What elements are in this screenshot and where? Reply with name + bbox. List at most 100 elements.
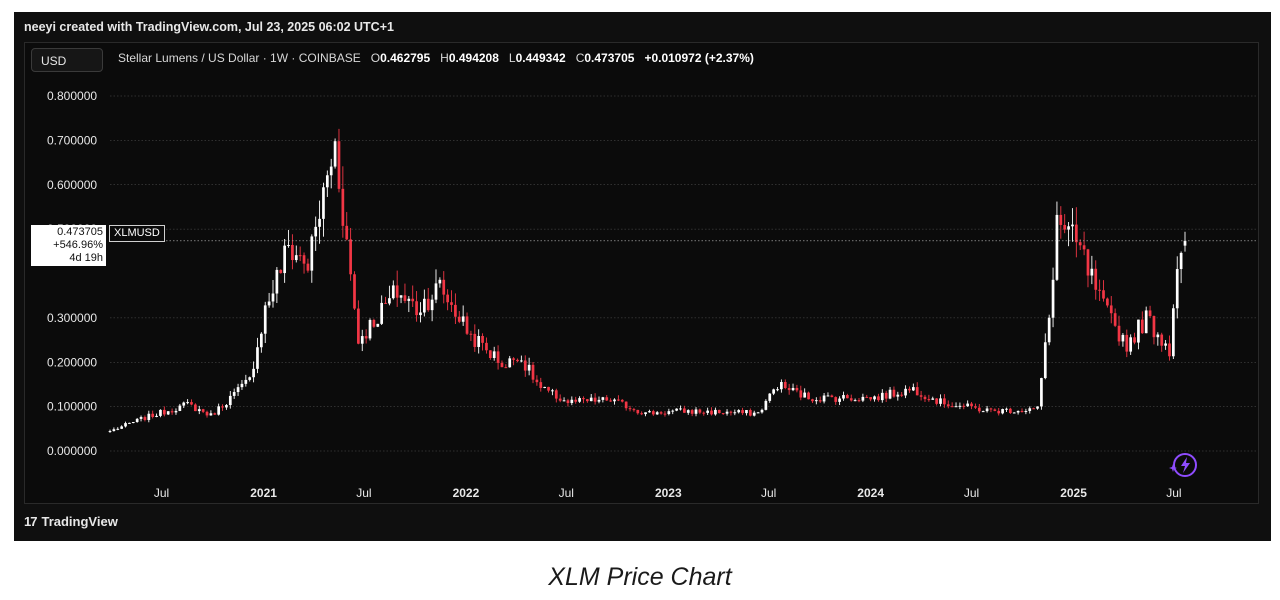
candle-body: [745, 410, 748, 414]
candle-body: [880, 392, 884, 401]
candle-body: [267, 301, 271, 306]
candle-body: [834, 397, 838, 402]
candle-body: [698, 409, 702, 413]
chart-caption: XLM Price Chart: [548, 563, 732, 591]
candle-body: [636, 409, 640, 414]
x-tick-label: 2021: [250, 486, 277, 500]
symbol-description: Stellar Lumens / US Dollar · 1W · COINBA…: [118, 51, 361, 65]
candle-body: [516, 359, 519, 362]
x-tick-label: Jul: [154, 486, 169, 500]
candle-body: [500, 362, 504, 368]
candle-body: [950, 406, 954, 408]
tradingview-logo-icon: 17: [24, 514, 38, 529]
candle-body: [1028, 408, 1032, 411]
candle-body: [454, 304, 457, 317]
price-chart[interactable]: 0.8000000.7000000.6000000.5000000.300000…: [25, 43, 1260, 505]
candle-body: [1005, 408, 1008, 410]
candle-body: [558, 398, 562, 401]
candle-body: [923, 396, 927, 400]
candle-body: [318, 218, 321, 227]
candle-body: [791, 387, 795, 391]
candle-body: [640, 413, 644, 415]
candle-body: [496, 351, 500, 363]
candle-body: [578, 398, 581, 402]
candle-body: [162, 409, 166, 415]
candle-body: [426, 298, 430, 311]
candle-body: [799, 390, 803, 398]
candle-body: [477, 336, 481, 347]
tradingview-brand: 17 TradingView: [24, 512, 118, 532]
candle-body: [857, 400, 861, 402]
candle-body: [737, 410, 741, 413]
symbol-tag: XLMUSD: [109, 225, 165, 242]
candle-body: [116, 428, 120, 430]
candle-body: [566, 400, 570, 404]
chart-pane[interactable]: 0.8000000.7000000.6000000.5000000.300000…: [24, 42, 1259, 504]
candle-body: [349, 239, 352, 275]
candle-body: [228, 395, 232, 406]
candle-body: [574, 399, 578, 402]
candle-body: [686, 410, 690, 413]
candle-body: [523, 360, 527, 371]
candle-body: [679, 408, 682, 410]
candle-body: [143, 417, 147, 420]
candle-body: [597, 399, 601, 402]
x-tick-label: Jul: [356, 486, 371, 500]
candle-body: [554, 390, 558, 399]
candle-body: [915, 387, 919, 396]
candle-body: [1156, 334, 1160, 338]
x-tick-label: 2022: [453, 486, 480, 500]
candle-body: [780, 381, 783, 390]
high-value: 0.494208: [448, 51, 499, 65]
candle-body: [1129, 337, 1133, 352]
candle-body: [884, 392, 888, 399]
candle-body: [205, 411, 209, 416]
low-label: L: [508, 51, 516, 65]
y-tick-label: 0.000000: [47, 444, 97, 458]
candle-body: [279, 269, 283, 274]
candle-body: [943, 398, 946, 405]
candle-body: [1059, 214, 1063, 225]
candle-body: [1078, 242, 1082, 246]
candle-body: [155, 415, 158, 417]
candle-body: [1016, 410, 1020, 413]
candle-body: [263, 305, 267, 334]
candle-body: [512, 358, 515, 360]
currency-selector[interactable]: USD: [31, 48, 103, 72]
candle-body: [415, 301, 418, 316]
candle-body: [644, 412, 647, 415]
candle-body: [1168, 343, 1171, 357]
candle-body: [896, 394, 900, 397]
candle-body: [958, 405, 962, 407]
candle-body: [403, 295, 407, 301]
candle-body: [1133, 337, 1136, 343]
candle-body: [725, 411, 729, 414]
candle-body: [1040, 378, 1043, 407]
candle-body: [752, 412, 756, 416]
y-tick-label: 0.300000: [47, 311, 97, 325]
candle-body: [112, 429, 116, 432]
lightning-bolt-icon[interactable]: [1168, 450, 1198, 480]
candle-body: [1043, 342, 1047, 379]
close-value: 0.473705: [584, 51, 635, 65]
candle-body: [873, 396, 876, 400]
candle-body: [380, 302, 384, 324]
candle-body: [430, 299, 434, 311]
candle-body: [527, 364, 531, 371]
candle-body: [201, 409, 205, 412]
candle-body: [178, 405, 182, 411]
candle-body: [620, 399, 624, 402]
candle-body: [869, 397, 873, 400]
candle-body: [322, 187, 325, 219]
candle-body: [539, 382, 543, 388]
candle-body: [197, 409, 201, 412]
candle-body: [562, 400, 566, 402]
candle-body: [481, 336, 484, 343]
candle-body: [877, 396, 880, 401]
candle-body: [139, 417, 143, 419]
x-tick-label: 2024: [857, 486, 884, 500]
candle-body: [1067, 226, 1070, 230]
candle-body: [814, 400, 818, 402]
candle-body: [551, 390, 554, 392]
last-price-tag: 0.473705 +546.96% 4d 19h: [31, 225, 106, 266]
